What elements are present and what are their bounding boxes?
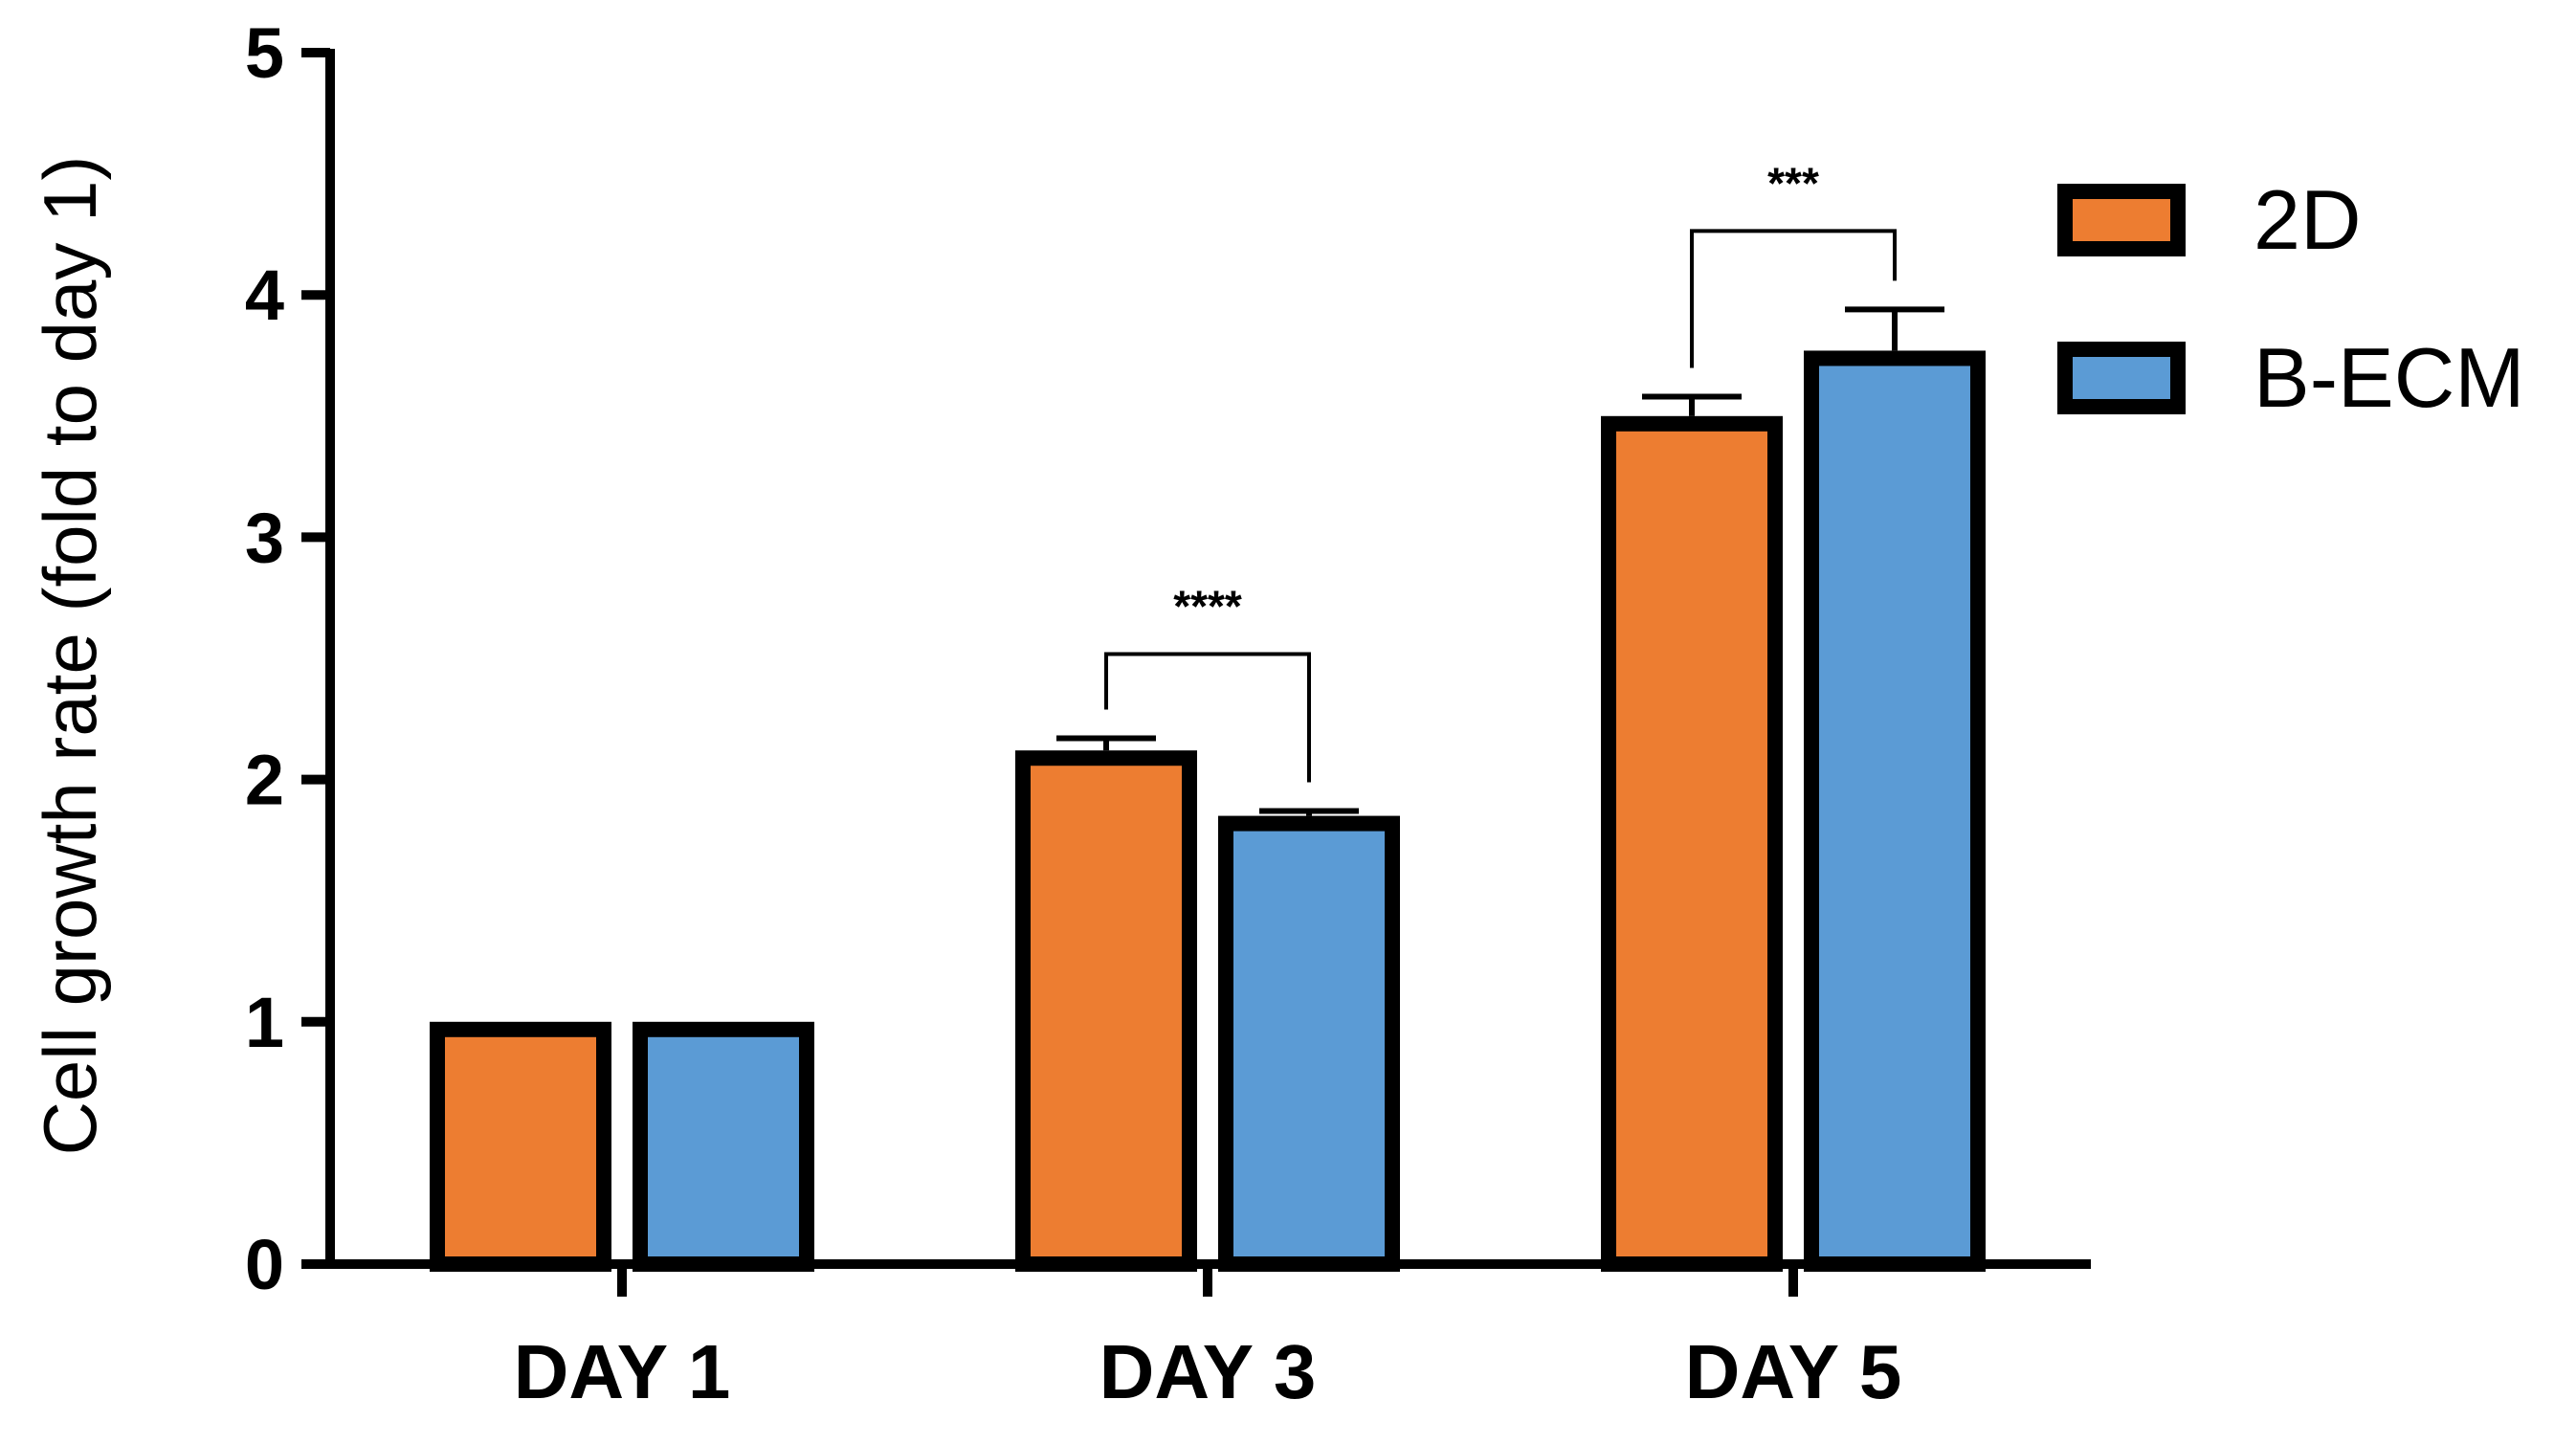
legend-swatch-b-ecm (2057, 342, 2186, 414)
y-tick-label: 3 (245, 498, 284, 577)
significance-label: *** (1767, 158, 1819, 208)
bar-b-ecm-day-5 (1804, 350, 1986, 1273)
bar-b-ecm-day-1 (633, 1021, 814, 1273)
significance-bracket (1690, 229, 1897, 368)
y-axis-title: Cell growth rate (fold to day 1) (28, 156, 112, 1156)
legend: 2D B-ECM (2057, 172, 2525, 425)
significance-label: **** (1173, 582, 1242, 632)
bar-b-ecm-day-3 (1218, 815, 1400, 1273)
y-tick-label: 0 (245, 1225, 284, 1304)
y-tick-label: 5 (245, 13, 284, 93)
x-tick-label: DAY 3 (1099, 1329, 1317, 1414)
y-tick-label: 2 (245, 741, 284, 820)
bar-2d-day-1 (430, 1021, 611, 1273)
bars (430, 306, 1986, 1273)
bar-2d-day-3 (1015, 750, 1197, 1272)
y-tick-label: 1 (245, 983, 284, 1062)
x-tick-label: DAY 5 (1685, 1329, 1902, 1414)
significance-bracket (1104, 652, 1311, 783)
legend-label-b-ecm: B-ECM (2254, 330, 2525, 425)
significance-brackets: ******* (1104, 158, 1897, 783)
x-tick-label: DAY 1 (514, 1329, 731, 1414)
y-tick-label: 4 (245, 255, 284, 335)
bar-2d-day-5 (1601, 415, 1783, 1272)
axes: 0 1 2 3 4 5 DAY 1 DAY 3 DAY 5 (245, 13, 2091, 1414)
legend-swatch-2d (2057, 184, 2186, 256)
legend-label-2d: 2D (2254, 172, 2362, 267)
